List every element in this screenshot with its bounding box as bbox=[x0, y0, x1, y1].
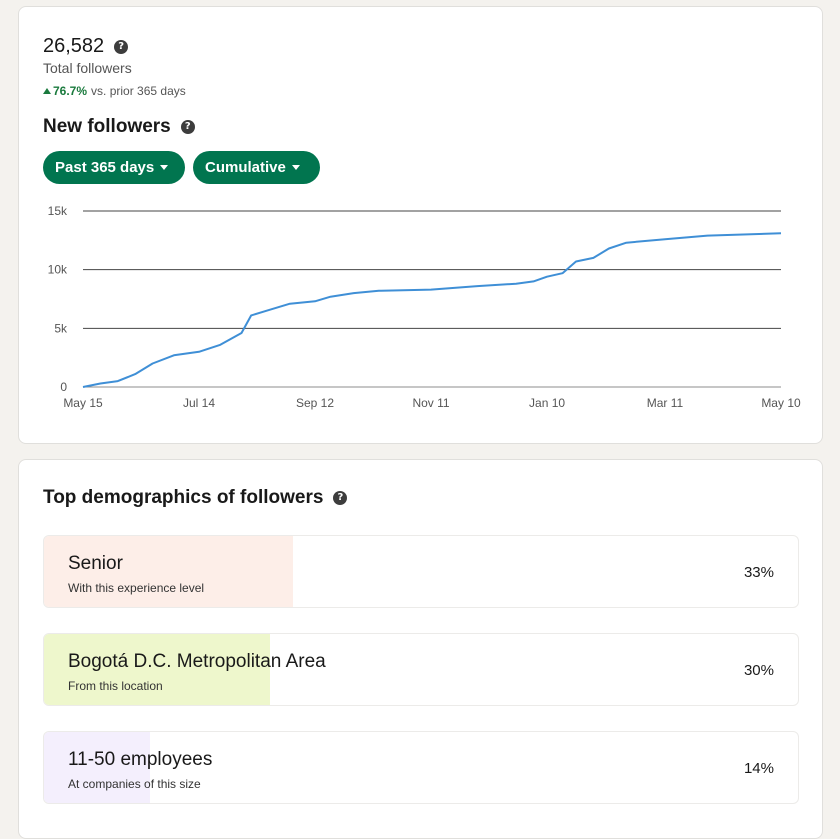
y-tick-label: 10k bbox=[48, 263, 68, 277]
demographic-description: With this experience level bbox=[68, 581, 205, 595]
total-followers-value: 26,582 bbox=[43, 35, 105, 57]
display-mode-dropdown[interactable]: Cumulative bbox=[193, 151, 320, 184]
change-label: vs. prior 365 days bbox=[91, 84, 186, 98]
date-range-dropdown[interactable]: Past 365 days bbox=[43, 151, 185, 184]
total-followers: 26,582 ? bbox=[43, 35, 129, 58]
y-tick-label: 15k bbox=[48, 204, 68, 218]
new-followers-chart: 0 5k 10k 15k May 15 Jul 14 Sep 12 Nov 11 Jan 10… bbox=[48, 204, 801, 410]
caret-down-icon bbox=[160, 165, 169, 170]
change-value: 76.7% bbox=[43, 84, 87, 98]
followers-card: 26,582 ? Total followers 76.7% vs. prior… bbox=[18, 6, 823, 444]
help-icon[interactable]: ? bbox=[333, 491, 348, 505]
demographic-label: Bogotá D.C. Metropolitan Area bbox=[68, 651, 326, 672]
demographics-card: Top demographics of followers ? Senior W… bbox=[18, 459, 823, 839]
arrow-up-icon bbox=[43, 88, 51, 94]
demographic-row[interactable]: 11-50 employees At companies of this siz… bbox=[43, 731, 799, 804]
demographic-percent: 33% bbox=[743, 564, 774, 581]
demographics-title: Top demographics of followers bbox=[43, 487, 324, 508]
followers-change: 76.7% vs. prior 365 days bbox=[43, 84, 186, 98]
new-followers-heading: New followers ? bbox=[43, 116, 195, 138]
y-tick-label: 0 bbox=[60, 380, 67, 394]
new-followers-title: New followers bbox=[43, 116, 171, 137]
total-followers-label: Total followers bbox=[43, 60, 132, 76]
help-icon[interactable]: ? bbox=[180, 120, 195, 134]
demographic-label: 11-50 employees bbox=[68, 749, 213, 770]
display-mode-label: Cumulative bbox=[205, 159, 286, 176]
x-tick-label: Mar 11 bbox=[647, 396, 684, 410]
demographic-label: Senior bbox=[68, 553, 123, 574]
demographic-percent: 30% bbox=[743, 662, 774, 679]
y-tick-label: 5k bbox=[54, 321, 68, 335]
x-tick-label: Jan 10 bbox=[529, 396, 565, 410]
x-tick-label: Nov 11 bbox=[412, 396, 449, 410]
help-icon[interactable]: ? bbox=[114, 39, 129, 54]
x-tick-label: Jul 14 bbox=[183, 396, 215, 410]
change-percent: 76.7% bbox=[53, 84, 88, 98]
x-tick-label: Sep 12 bbox=[296, 396, 334, 410]
demographic-row[interactable]: Bogotá D.C. Metropolitan Area From this … bbox=[43, 633, 799, 706]
demographic-description: At companies of this size bbox=[68, 777, 201, 791]
date-range-label: Past 365 days bbox=[55, 159, 155, 176]
demographic-share-bar bbox=[44, 634, 271, 705]
followers-series-line bbox=[82, 232, 782, 388]
demographic-description: From this location bbox=[68, 679, 163, 693]
demographic-share-bar bbox=[44, 536, 293, 607]
demographics-heading: Top demographics of followers ? bbox=[43, 487, 348, 509]
caret-down-icon bbox=[291, 165, 300, 170]
demographic-row[interactable]: Senior With this experience level 33% bbox=[43, 535, 799, 608]
x-tick-label: May 15 bbox=[63, 396, 103, 410]
demographic-percent: 14% bbox=[743, 760, 774, 777]
x-tick-label: May 10 bbox=[761, 396, 801, 410]
demographic-share-bar bbox=[44, 732, 150, 803]
